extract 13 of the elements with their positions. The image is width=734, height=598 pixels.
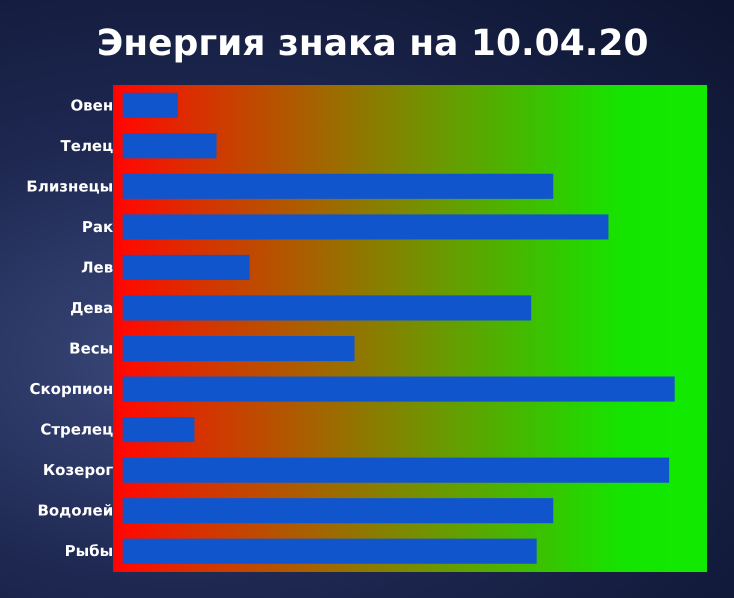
chart-title: Энергия знака на 10.04.20	[96, 23, 648, 64]
y-tick-label: Стрелец	[40, 420, 114, 439]
y-tick-label: Овен	[70, 96, 114, 114]
y-tick-label: Козерог	[42, 461, 114, 480]
y-tick-label: Телец	[60, 136, 114, 155]
y-tick-label: Рак	[82, 218, 114, 236]
y-tick-label: Лев	[81, 258, 114, 276]
y-tick-label: Весы	[69, 340, 114, 358]
y-tick-label: Водолей	[37, 502, 114, 520]
y-tick-label: Рыбы	[64, 542, 114, 560]
y-tick-label: Дева	[70, 298, 114, 317]
y-tick-label: Близнецы	[26, 177, 114, 196]
y-tick-label: Скорпион	[30, 380, 114, 398]
